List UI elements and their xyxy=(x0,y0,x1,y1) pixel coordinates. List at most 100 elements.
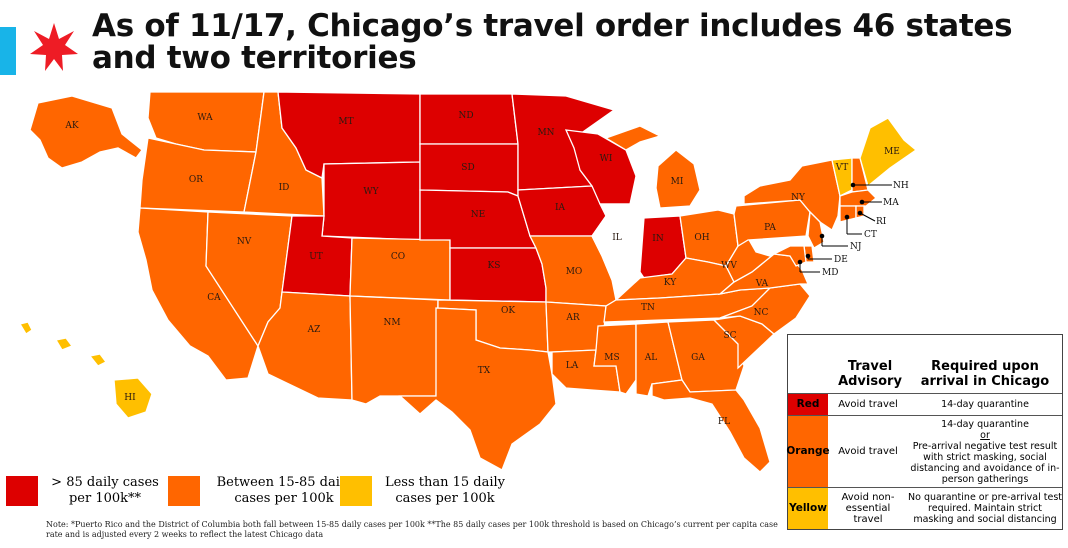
label-KS: KS xyxy=(488,261,501,271)
state-WY xyxy=(321,161,421,241)
label-NY: NY xyxy=(791,193,806,203)
label-PA: PA xyxy=(764,223,776,233)
label-FL: FL xyxy=(718,417,730,427)
label-ME: ME xyxy=(884,147,900,157)
accent-bar xyxy=(0,27,16,75)
orange-required-bottom: Pre-arrival negative test result with st… xyxy=(910,440,1060,485)
legend-orange: Between 15-85 daily cases per 100k xyxy=(168,474,360,508)
label-MO: MO xyxy=(566,267,583,277)
state-CT xyxy=(839,205,857,223)
label-IN: IN xyxy=(652,234,664,244)
label-GA: GA xyxy=(691,353,705,363)
table-row-yellow: Yellow Avoid non-essential travel No qua… xyxy=(788,487,1062,529)
label-AZ: AZ xyxy=(307,325,321,335)
states xyxy=(18,91,918,473)
label-WA: WA xyxy=(197,113,213,123)
footnote: Note: *Puerto Rico and the District of C… xyxy=(46,520,778,539)
label-WV: WV xyxy=(721,261,737,271)
label-NJ: NJ xyxy=(850,242,862,252)
callout-dots xyxy=(797,182,865,265)
header-required: Required upon arrival in Chicago xyxy=(920,359,1050,389)
label-SD: SD xyxy=(461,163,474,173)
label-ID: ID xyxy=(279,183,290,193)
legend-yellow-swatch xyxy=(340,476,372,506)
label-SC: SC xyxy=(723,331,736,341)
legend-orange-swatch xyxy=(168,476,200,506)
tier-orange-cell: Orange xyxy=(786,416,830,487)
state-TX xyxy=(398,307,557,471)
table-row-orange: Orange Avoid travel 14-day quarantine or… xyxy=(786,415,1062,487)
legend-red-text: > 85 daily cases per 100k** xyxy=(51,475,159,506)
label-CT: CT xyxy=(864,230,877,240)
label-RI: RI xyxy=(876,217,887,227)
state-AK xyxy=(29,95,143,169)
chicago-star-icon xyxy=(30,23,78,71)
label-KY: KY xyxy=(664,278,677,288)
label-MA: MA xyxy=(883,198,899,208)
label-MD: MD xyxy=(822,268,838,278)
state-ME xyxy=(859,117,918,188)
label-VA: VA xyxy=(755,279,769,289)
legend-yellow-text: Less than 15 daily cases per 100k xyxy=(384,475,506,506)
label-WY: WY xyxy=(363,187,379,197)
label-UT: UT xyxy=(309,252,323,262)
orange-required-top: 14-day quarantine xyxy=(941,418,1029,430)
state-NM xyxy=(349,295,439,405)
label-AR: AR xyxy=(565,313,579,323)
state-labels: AK HI WA OR CA NV ID MT WY UT AZ CO NM ND SD NE KS OK TX MN… xyxy=(64,111,900,427)
table-row-red: Red Avoid travel 14-day quarantine xyxy=(788,393,1062,415)
label-CO: CO xyxy=(391,252,405,262)
state-FL xyxy=(651,379,771,473)
callout-lines xyxy=(799,184,892,273)
state-MI xyxy=(604,125,701,209)
label-MS: MS xyxy=(604,353,619,363)
tier-red-cell: Red xyxy=(788,394,828,415)
orange-advisory: Avoid travel xyxy=(838,446,898,457)
label-NV: NV xyxy=(237,237,252,247)
state-NJ xyxy=(807,210,825,249)
yellow-advisory: Avoid non-essential travel xyxy=(841,492,895,525)
label-MN: MN xyxy=(537,128,554,138)
label-OH: OH xyxy=(694,233,709,243)
label-DE: DE xyxy=(834,255,848,265)
label-HI: HI xyxy=(124,393,136,403)
callout-labels: NH MA RI CT NJ DE MD xyxy=(822,181,909,278)
legend-red-swatch xyxy=(6,476,38,506)
legend-yellow: Less than 15 daily cases per 100k xyxy=(340,474,510,508)
red-advisory: Avoid travel xyxy=(838,399,898,410)
label-MT: MT xyxy=(338,117,353,127)
header-travel-advisory: Travel Advisory xyxy=(838,359,902,389)
label-VT: VT xyxy=(835,163,849,173)
label-ND: ND xyxy=(458,111,473,121)
legend-orange-text: Between 15-85 daily cases per 100k xyxy=(216,475,352,506)
orange-required: 14-day quarantine or Pre-arrival negativ… xyxy=(908,416,1062,487)
label-TN: TN xyxy=(641,303,655,313)
label-AK: AK xyxy=(64,121,78,131)
label-NM: NM xyxy=(383,318,400,328)
label-WI: WI xyxy=(600,154,613,164)
state-NC xyxy=(719,283,811,335)
label-LA: LA xyxy=(566,361,579,371)
label-TX: TX xyxy=(478,366,491,376)
state-KS xyxy=(449,247,547,303)
state-IL xyxy=(591,203,641,293)
state-CO xyxy=(349,237,451,301)
label-NC: NC xyxy=(754,308,769,318)
orange-required-or: or xyxy=(980,429,990,441)
tier-yellow-cell: Yellow xyxy=(788,488,828,529)
advisory-table: Travel Advisory Required upon arrival in… xyxy=(786,334,1063,530)
yellow-required: No quarantine or pre-arrival test requir… xyxy=(908,492,1062,525)
label-IA: IA xyxy=(555,203,566,213)
red-required: 14-day quarantine xyxy=(941,399,1029,410)
table-header-row: Travel Advisory Required upon arrival in… xyxy=(788,335,1062,393)
label-AL: AL xyxy=(644,353,657,363)
state-HI xyxy=(18,321,153,419)
legend-red: > 85 daily cases per 100k** xyxy=(6,474,164,508)
label-NH: NH xyxy=(893,181,909,191)
label-NE: NE xyxy=(471,210,485,220)
label-MI: MI xyxy=(671,177,684,187)
label-IL: IL xyxy=(612,233,622,243)
label-OR: OR xyxy=(189,175,203,185)
state-NY xyxy=(743,159,841,231)
